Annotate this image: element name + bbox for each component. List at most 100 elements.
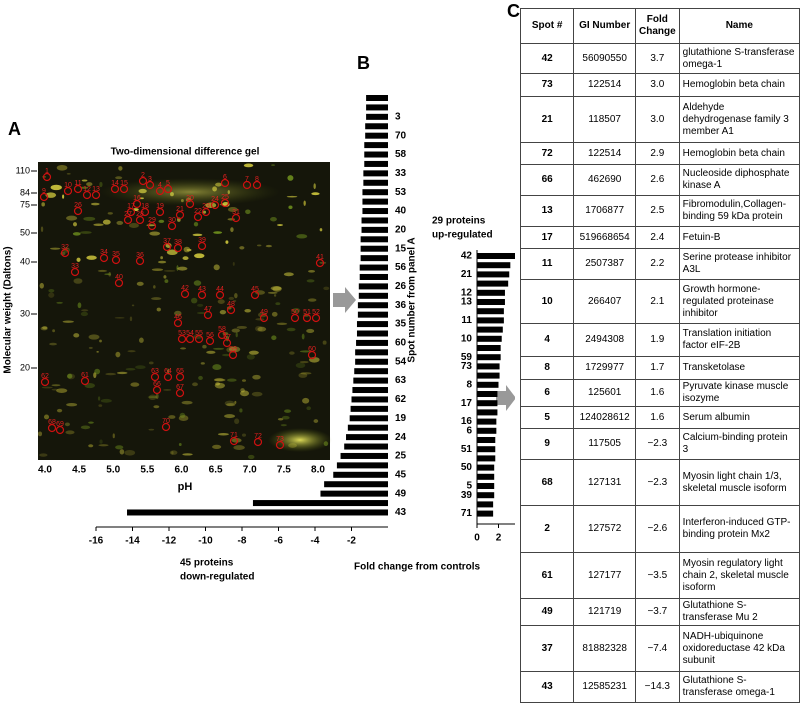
gel-ylabel: Molecular weight (Daltons) <box>3 246 14 373</box>
table-cell: Myosin light chain 1/3, skeletal muscle … <box>678 459 800 506</box>
table-cell: −2.3 <box>635 428 680 460</box>
gel-protein <box>151 268 164 272</box>
y-tick-label: 24 <box>395 432 407 443</box>
table-cell: 4 <box>519 323 575 357</box>
bar <box>477 409 498 416</box>
gel-spot <box>110 184 120 194</box>
gel-spot-label: 67 <box>176 384 184 391</box>
gel-protein <box>176 265 179 271</box>
table-cell: 127131 <box>573 459 636 506</box>
gel-protein <box>112 433 115 439</box>
gel-protein <box>289 351 295 355</box>
table-row: 73 122514 3.0 Hemoglobin beta chain <box>519 73 800 97</box>
table-cell: 11 <box>519 248 575 280</box>
gel-spot <box>80 376 90 386</box>
gel-protein <box>224 414 236 419</box>
table-cell: 117505 <box>573 428 636 460</box>
gel-spot <box>119 184 129 194</box>
gel-protein <box>217 433 229 436</box>
bar <box>477 253 515 259</box>
y-tick-label: 40 <box>395 206 407 217</box>
gel-protein <box>222 353 231 357</box>
gel-protein <box>164 279 169 284</box>
gel-protein <box>115 176 123 180</box>
table-cell: 73 <box>519 73 575 97</box>
gel-protein <box>283 272 294 277</box>
gel-protein <box>56 301 63 304</box>
gel-spot-label: 49 <box>260 309 268 316</box>
table-cell: 127177 <box>573 552 636 599</box>
gel-protein <box>174 310 182 316</box>
gel-protein <box>125 368 136 371</box>
gel-protein <box>135 365 146 370</box>
table-cell: 2.1 <box>635 279 680 324</box>
gel-protein <box>88 346 93 349</box>
gel-protein <box>49 342 57 346</box>
gel-spot <box>302 313 312 323</box>
gel-protein <box>148 394 157 401</box>
gel-protein <box>146 224 156 227</box>
gel-protein <box>80 311 88 317</box>
bar <box>347 424 388 431</box>
gel-spot-label: 66 <box>153 381 161 388</box>
gel-protein <box>234 418 240 425</box>
gel-protein <box>255 325 263 332</box>
table-row: 6 125601 1.6 Pyruvate kinase muscle isozyme <box>519 379 800 407</box>
table-cell: 124028612 <box>573 406 636 429</box>
gel-spot <box>231 213 241 223</box>
y-tick-label: 3 <box>395 111 401 122</box>
gel-spot-label: 9 <box>42 188 46 195</box>
gel-protein <box>182 453 193 456</box>
gel-protein <box>224 400 235 406</box>
gel-spot-label: 52 <box>312 309 320 316</box>
gel-protein <box>248 350 259 355</box>
gel-protein <box>116 220 124 225</box>
gel-protein <box>88 444 94 448</box>
gel-protein <box>272 286 282 292</box>
gel-protein <box>77 302 82 309</box>
bar <box>477 446 496 453</box>
gel-spot <box>135 256 145 266</box>
gel-spot-label: 24 <box>211 196 219 203</box>
gel-protein <box>171 451 174 455</box>
gel-spot-label: 62 <box>41 373 49 380</box>
gel-spot-label: 55 <box>195 330 203 337</box>
gel-y-tick-label: 110 <box>16 165 30 175</box>
gel-protein <box>311 192 320 196</box>
gel-protein <box>236 325 248 329</box>
gel-protein <box>234 293 238 299</box>
y-tick-label: 62 <box>395 394 407 405</box>
table-cell: 2.5 <box>635 195 680 227</box>
gel-protein <box>93 372 97 379</box>
table-cell: 72 <box>519 142 575 165</box>
gel-protein <box>213 347 225 350</box>
gel-spot-label: 31 <box>232 209 240 216</box>
gel-spot-label: 39 <box>198 237 206 244</box>
table-cell: 42 <box>519 43 575 74</box>
table-cell: 2.9 <box>635 142 680 165</box>
bar <box>356 321 388 328</box>
table-cell: 3.7 <box>635 43 680 74</box>
gel-protein <box>127 350 136 353</box>
gel-protein <box>100 398 112 403</box>
gel-protein <box>202 344 207 349</box>
bar <box>477 391 498 397</box>
table-row: 72 122514 2.9 Hemoglobin beta chain <box>519 142 800 165</box>
gel-protein <box>247 454 255 460</box>
gel-protein <box>79 231 92 234</box>
gel-protein <box>219 310 227 315</box>
gel-spot <box>152 385 162 395</box>
gel-spot-label: 15 <box>120 180 128 187</box>
bar <box>357 311 388 318</box>
gel-protein <box>319 228 323 232</box>
gel-protein <box>99 181 103 188</box>
gel-protein <box>116 371 128 375</box>
gel-protein <box>45 192 57 198</box>
gel-protein <box>80 425 91 430</box>
table-cell: Growth hormone-regulated proteinase inhi… <box>678 279 800 324</box>
bar <box>362 198 388 205</box>
table-cell: 8 <box>519 356 575 380</box>
gel-spot-label: 43 <box>198 286 206 293</box>
gel-spot <box>111 255 121 265</box>
gel-protein <box>153 405 160 409</box>
